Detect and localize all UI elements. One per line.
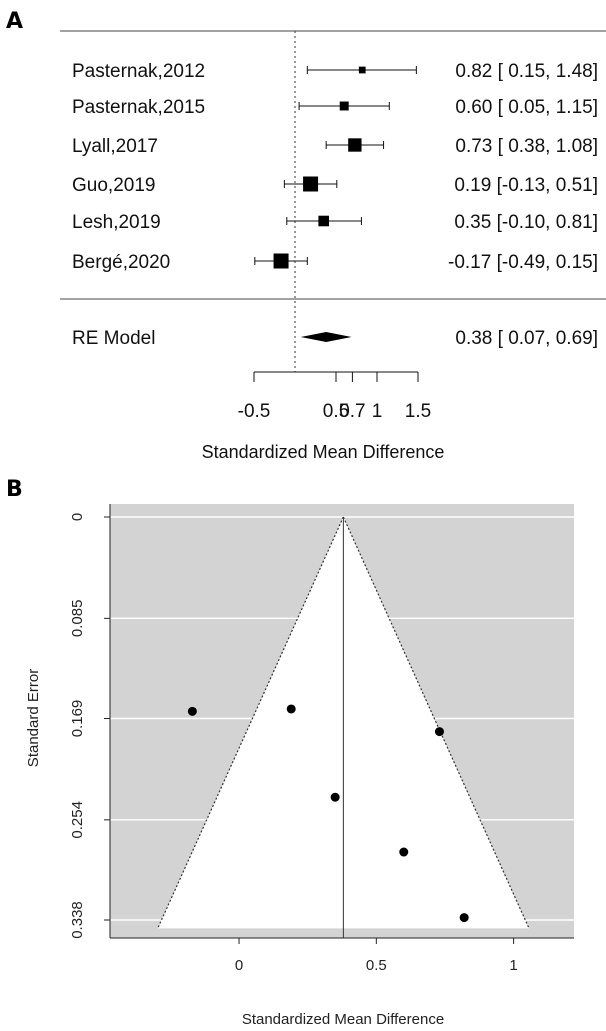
study-label: Lyall,2017 — [72, 136, 158, 157]
funnel-y-tick-label: 0.254 — [69, 801, 86, 839]
study-point-estimate — [358, 66, 366, 74]
funnel-plot: 0 0.5 1 0 0.085 0.169 0.254 0.338 Standardized M… — [25, 504, 574, 1028]
panel-label-a: A — [6, 9, 23, 34]
funnel-y-axis-title: Standard Error — [25, 669, 42, 767]
study-label: Bergé,2020 — [72, 252, 170, 273]
funnel-edge-right — [342, 516, 530, 929]
study-label: Lesh,2019 — [72, 212, 161, 233]
study-label: Pasternak,2015 — [72, 97, 205, 118]
funnel-y-tick-label: 0.169 — [69, 700, 86, 738]
forest-x-tick-label: 1 — [372, 401, 383, 422]
funnel-x-axis-title: Standardized Mean Difference — [242, 1011, 444, 1028]
forest-x-tick-label: 0.7 — [339, 401, 365, 422]
summary-ci-label: 0.38 [ 0.07, 0.69] — [455, 328, 598, 349]
study-point-estimate — [339, 101, 349, 111]
funnel-y-tick-label: 0.338 — [69, 901, 86, 939]
funnel-point — [399, 847, 409, 857]
study-point-estimate — [318, 215, 329, 227]
forest-x-axis-title: Standardized Mean Difference — [202, 442, 445, 462]
funnel-y-tick-label: 0.085 — [69, 600, 86, 638]
funnel-x-tick-label: 1 — [509, 957, 517, 974]
funnel-x-tick-label: 0 — [235, 957, 243, 974]
funnel-edge-left — [157, 516, 344, 929]
funnel-point — [330, 792, 340, 802]
funnel-x-tick-label: 0.5 — [366, 957, 387, 974]
funnel-point — [434, 727, 444, 737]
summary-diamond — [300, 332, 352, 342]
study-point-estimate — [348, 138, 362, 152]
study-label: Guo,2019 — [72, 175, 155, 196]
study-ci-label: 0.82 [ 0.15, 1.48] — [455, 61, 598, 82]
summary-label: RE Model — [72, 328, 155, 349]
funnel-point — [459, 913, 469, 923]
study-ci-label: -0.17 [-0.49, 0.15] — [448, 252, 598, 273]
study-point-estimate — [273, 253, 289, 269]
study-ci-label: 0.35 [-0.10, 0.81] — [454, 212, 598, 233]
forest-x-tick-label: 0.5 — [323, 401, 349, 422]
study-ci-label: 0.73 [ 0.38, 1.08] — [455, 136, 598, 157]
funnel-point — [187, 706, 197, 716]
funnel-y-tick-label: 0 — [69, 513, 86, 521]
forest-x-tick-label: -0.5 — [238, 401, 271, 422]
study-ci-label: 0.19 [-0.13, 0.51] — [454, 175, 598, 196]
forest-x-tick-label: 1.5 — [405, 401, 431, 422]
study-point-estimate — [303, 176, 319, 192]
panel-label-b: B — [6, 477, 23, 502]
funnel-point — [286, 704, 296, 714]
study-label: Pasternak,2012 — [72, 61, 205, 82]
forest-plot: Pasternak,2012 0.82 [ 0.15, 1.48] Pasterna… — [60, 30, 606, 462]
study-ci-label: 0.60 [ 0.05, 1.15] — [455, 97, 598, 118]
